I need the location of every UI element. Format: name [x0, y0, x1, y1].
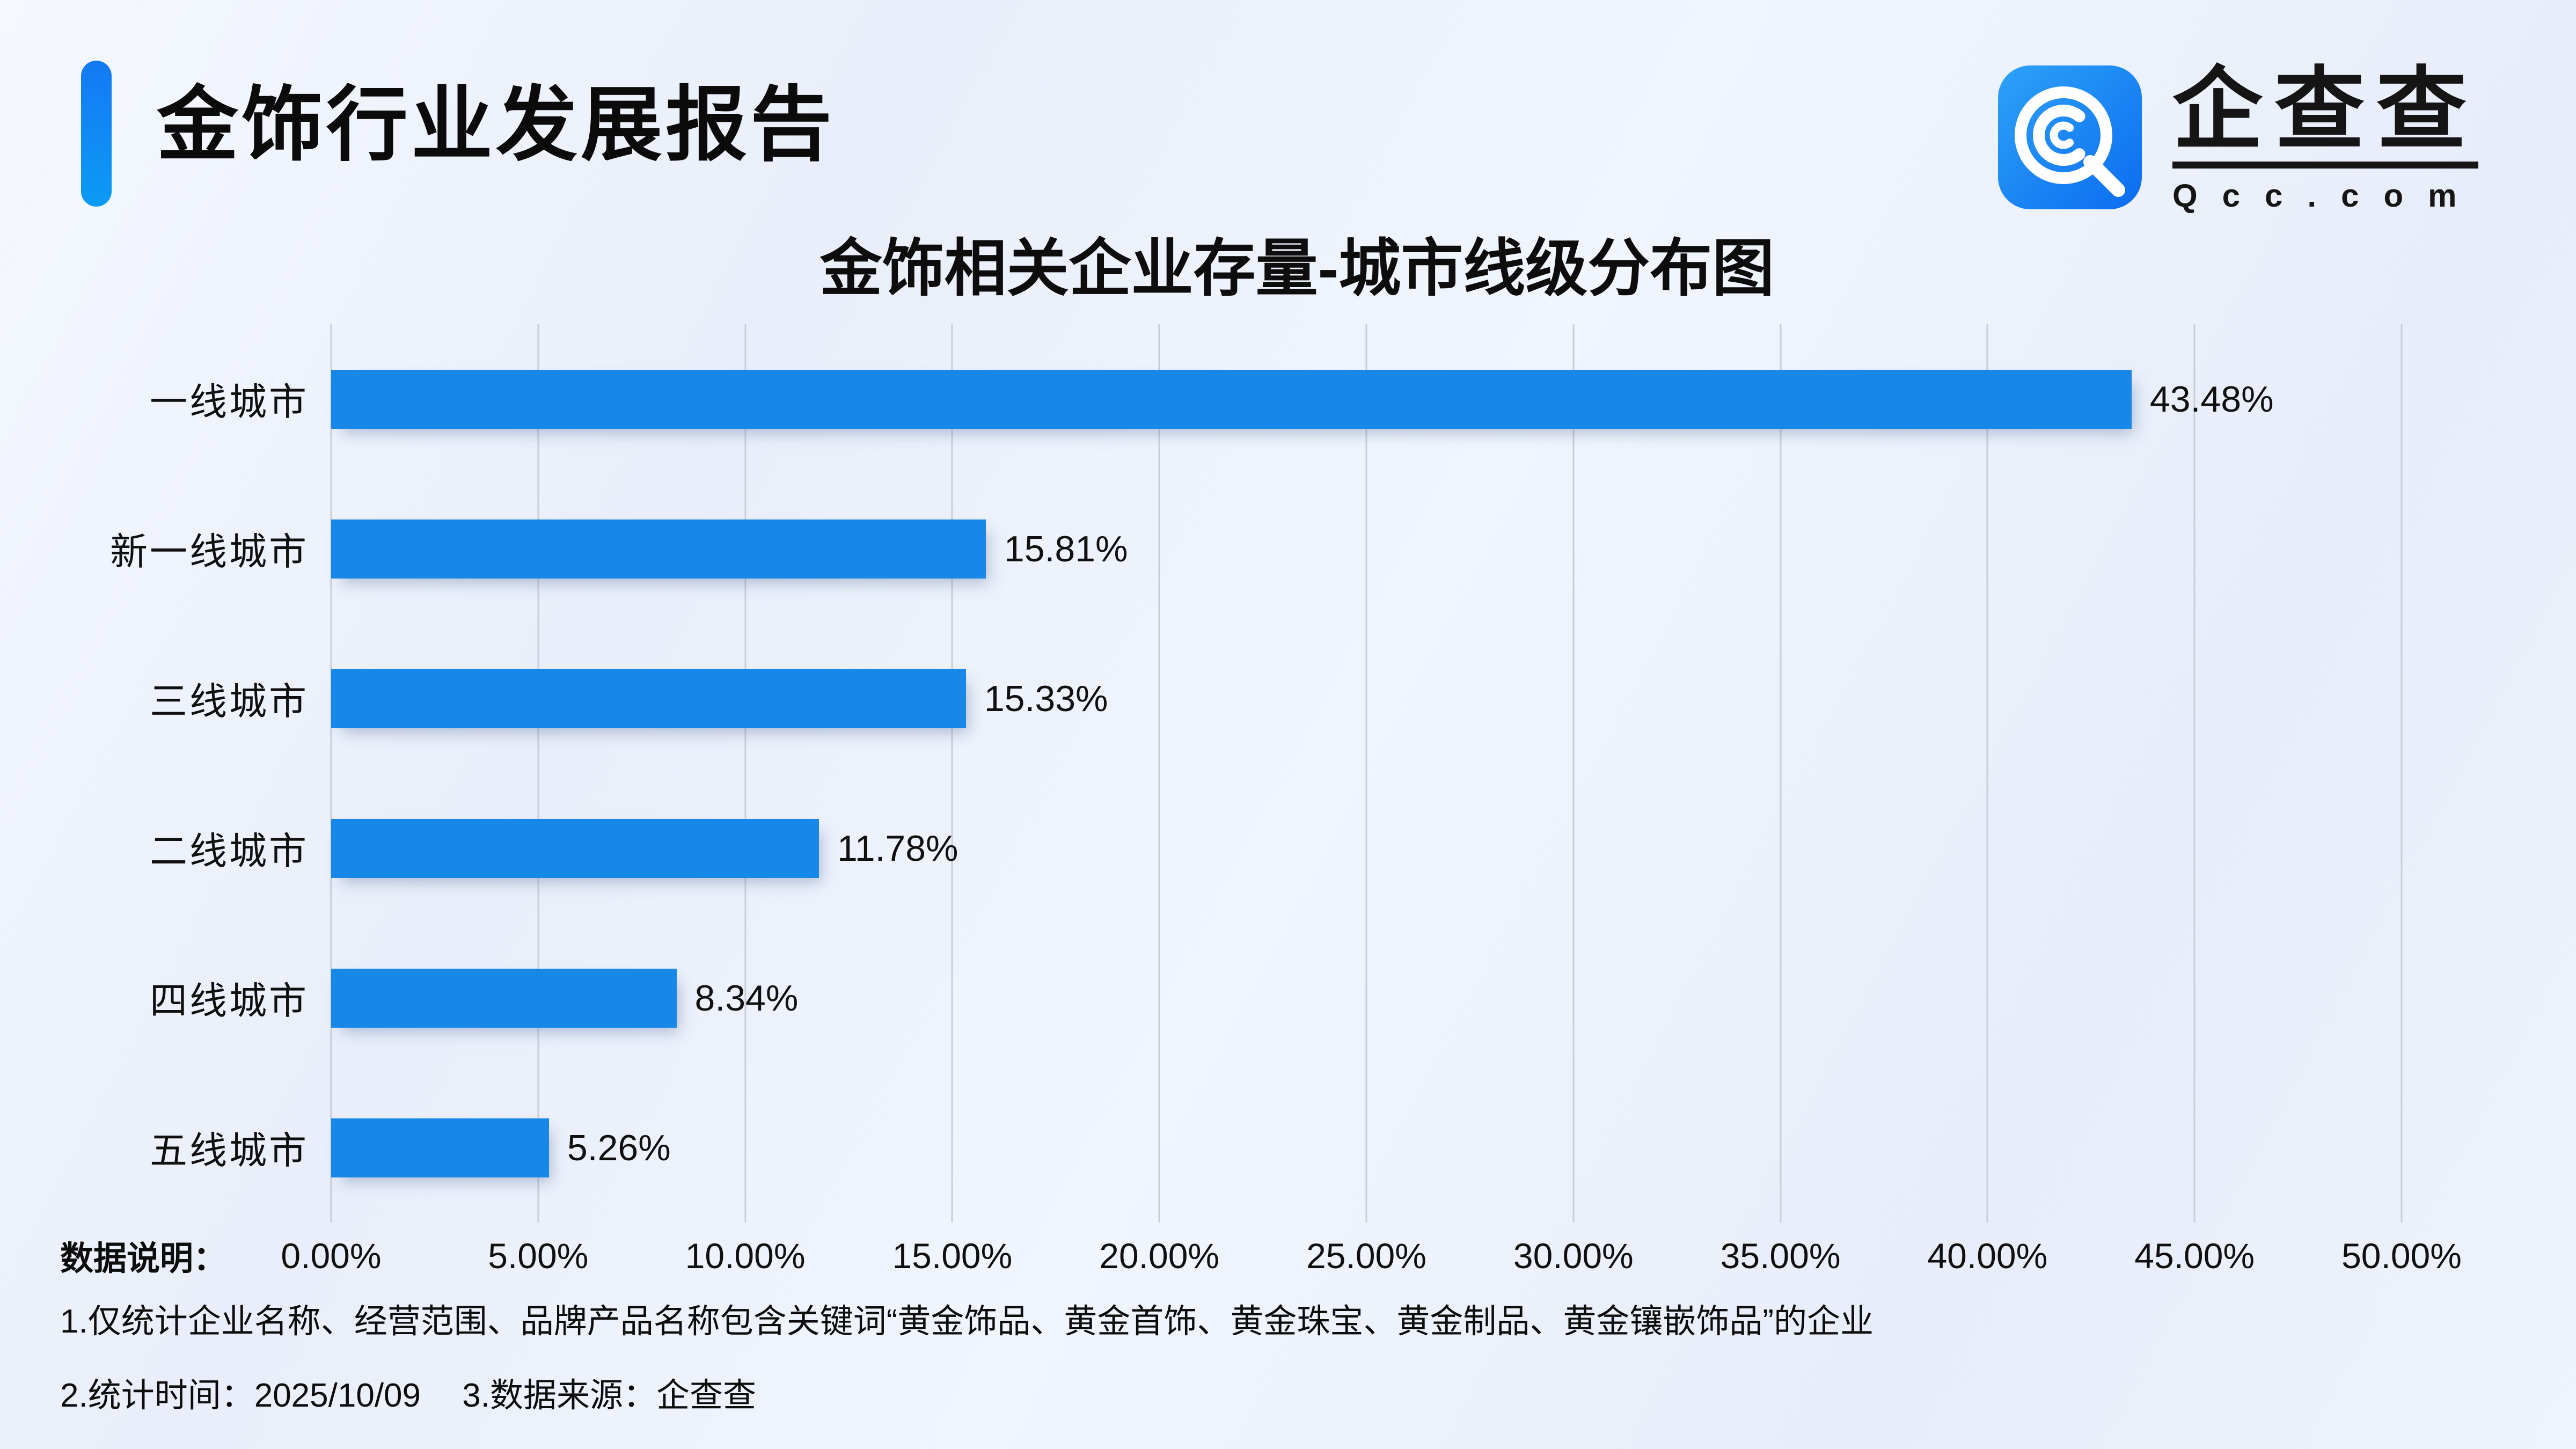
bar-row: 15.33%	[331, 624, 2402, 773]
x-tick-label: 15.00%	[892, 1236, 1013, 1276]
x-tick-label: 40.00%	[1927, 1236, 2048, 1276]
gridline	[744, 324, 747, 1223]
qcc-logo-icon	[1998, 65, 2142, 209]
title-accent-bar	[81, 61, 112, 207]
qcc-logo-underline	[2172, 162, 2478, 169]
x-tick-label: 10.00%	[685, 1236, 806, 1276]
bar-row: 11.78%	[331, 773, 2402, 923]
x-tick-label: 50.00%	[2341, 1236, 2462, 1276]
x-tick-label: 0.00%	[281, 1236, 382, 1276]
gridline	[2401, 324, 2403, 1223]
category-label: 四线城市	[150, 980, 309, 1022]
page-title: 金饰行业发展报告	[157, 79, 835, 171]
bar-chart-plot: 43.48% 15.81% 15.33% 11.78% 8.34% 5.26%	[330, 324, 2403, 1223]
notes-label: 数据说明：	[60, 1240, 227, 1277]
x-tick-label: 30.00%	[1513, 1236, 1634, 1276]
qcc-logo-domain: Qcc.com	[2172, 178, 2482, 214]
bar-value-label: 15.33%	[984, 678, 1108, 719]
gridline	[2193, 324, 2196, 1223]
bar-row: 43.48%	[331, 324, 2402, 474]
gridline	[1158, 324, 1160, 1223]
category-label-column: 一线城市新一线城市三线城市二线城市四线城市五线城市	[0, 324, 309, 1223]
note-stat-time: 2.统计时间：2025/10/09	[60, 1377, 421, 1414]
note-line-1: 1.仅统计企业名称、经营范围、品牌产品名称包含关键词“黄金饰品、黄金首饰、黄金珠…	[60, 1303, 1874, 1340]
chart-title: 金饰相关企业存量-城市线级分布图	[819, 233, 1775, 303]
x-tick-label: 20.00%	[1099, 1236, 1220, 1276]
bar-value-label: 11.78%	[837, 828, 958, 869]
category-label: 三线城市	[150, 680, 309, 722]
bar	[331, 519, 986, 579]
x-tick-label: 35.00%	[1720, 1236, 1841, 1276]
note-data-source: 3.数据来源：企查查	[462, 1377, 756, 1414]
x-tick-label: 5.00%	[488, 1236, 589, 1276]
bar	[331, 369, 2132, 429]
bar-rows: 43.48% 15.81% 15.33% 11.78% 8.34% 5.26%	[331, 324, 2402, 1223]
x-tick-label: 25.00%	[1306, 1236, 1426, 1276]
gridline	[1986, 324, 1988, 1223]
bar-row: 5.26%	[331, 1073, 2402, 1223]
gridline	[1365, 324, 1367, 1223]
category-label: 一线城市	[150, 381, 309, 423]
qcc-logo-name: 企查查	[2172, 59, 2478, 160]
bar	[331, 968, 677, 1028]
bar	[331, 1118, 549, 1177]
x-axis: 0.00% 5.00% 10.00% 15.00% 20.00% 25.00% 30.00%…	[281, 1234, 2462, 1277]
qcc-logo-text: 企查查 Qcc.com	[2172, 59, 2484, 214]
gridline	[330, 324, 332, 1223]
gridline	[1572, 324, 1575, 1223]
gridline	[1780, 324, 1782, 1223]
bar-value-label: 15.81%	[1004, 528, 1128, 569]
bar-value-label: 43.48%	[2149, 378, 2274, 420]
bar	[331, 669, 966, 728]
bar-value-label: 8.34%	[694, 977, 799, 1019]
category-label: 二线城市	[150, 830, 309, 872]
bar-value-label: 5.26%	[567, 1127, 671, 1168]
note-line-2: 2.统计时间：2025/10/09 3.数据来源：企查查	[60, 1375, 756, 1417]
qcc-logo: 企查查 Qcc.com	[1998, 59, 2513, 226]
bar	[331, 818, 819, 878]
gridline	[951, 324, 953, 1223]
bar-row: 8.34%	[331, 923, 2402, 1073]
category-label: 五线城市	[150, 1130, 309, 1172]
gridline	[537, 324, 539, 1223]
x-tick-label: 45.00%	[2134, 1236, 2255, 1276]
bar-row: 15.81%	[331, 474, 2402, 624]
category-label: 新一线城市	[110, 531, 309, 573]
